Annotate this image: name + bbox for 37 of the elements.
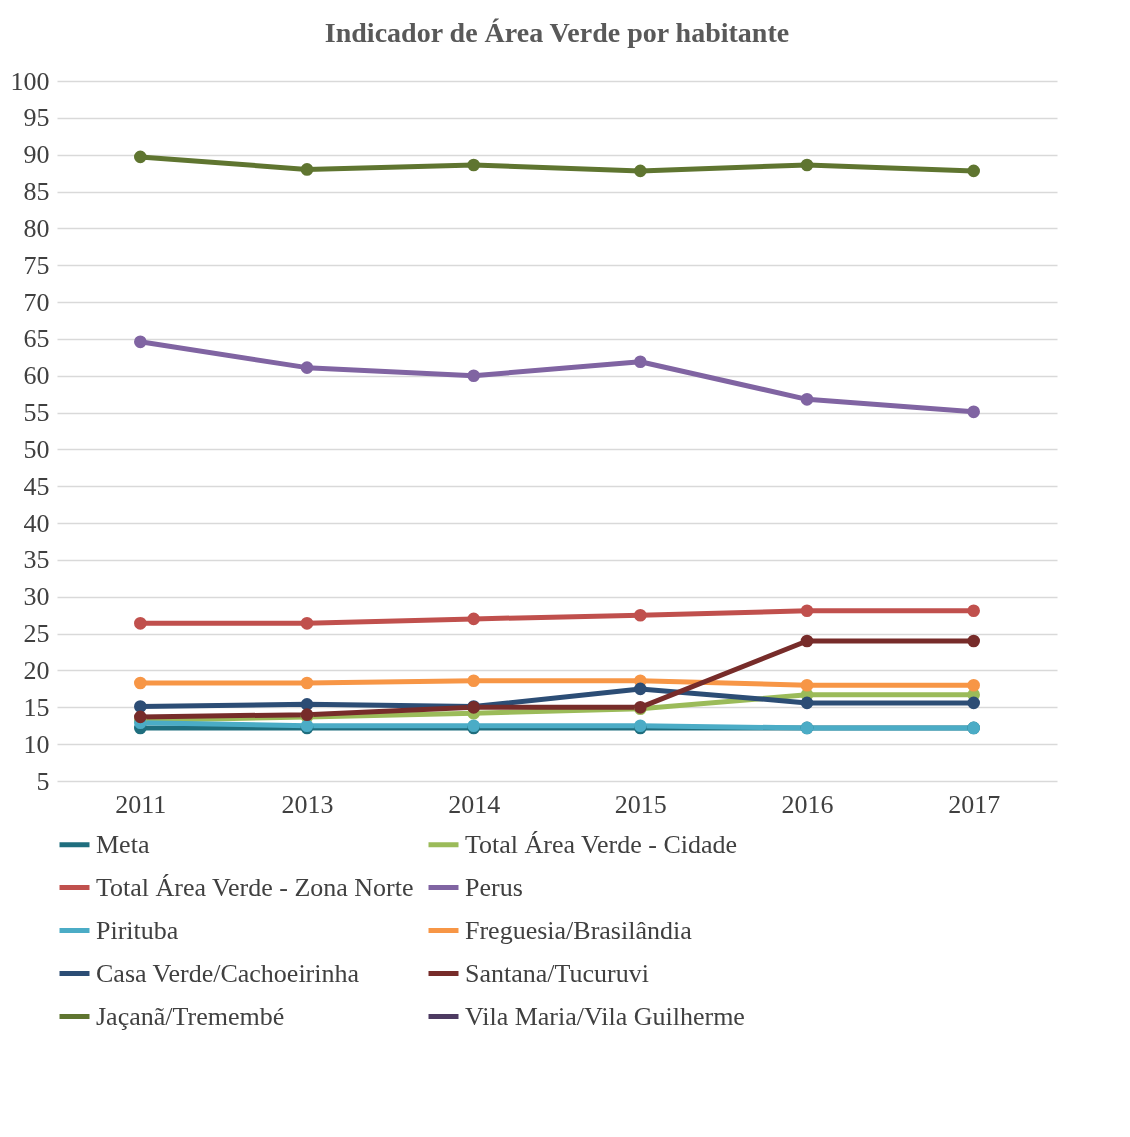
y-tick-label: 5 xyxy=(36,766,50,796)
y-tick-label: 15 xyxy=(23,692,50,722)
y-tick-label: 20 xyxy=(23,655,50,685)
x-tick-label: 2014 xyxy=(448,789,501,819)
legend-label: Casa Verde/Cachoeirinha xyxy=(96,958,360,988)
x-tick-label: 2016 xyxy=(781,789,834,819)
y-tick-label: 45 xyxy=(23,471,50,501)
y-tick-label: 70 xyxy=(23,287,50,317)
y-tick-label: 30 xyxy=(23,582,50,612)
x-tick-label: 2013 xyxy=(281,789,334,819)
chart-title: Indicador de Área Verde por habitante xyxy=(324,17,790,48)
legend-label: Pirituba xyxy=(96,915,179,945)
y-tick-label: 85 xyxy=(23,177,50,207)
legend-label: Vila Maria/Vila Guilherme xyxy=(465,1001,745,1031)
y-tick-label: 80 xyxy=(23,213,50,243)
x-tick-label: 2011 xyxy=(115,789,167,819)
legend-label: Santana/Tucuruvi xyxy=(465,958,649,988)
legend-label: Meta xyxy=(96,829,150,859)
legend-label: Total Área Verde - Zona Norte xyxy=(96,872,414,902)
y-tick-label: 35 xyxy=(23,545,50,575)
y-tick-label: 65 xyxy=(23,324,50,354)
y-tick-label: 50 xyxy=(23,434,50,464)
y-tick-label: 100 xyxy=(10,66,50,96)
legend-label: Total Área Verde - Cidade xyxy=(465,829,738,859)
legend-label: Jaçanã/Tremembé xyxy=(96,1001,285,1031)
y-tick-label: 55 xyxy=(23,398,50,428)
y-tick-label: 10 xyxy=(23,729,50,759)
y-tick-label: 60 xyxy=(23,361,50,391)
y-tick-label: 25 xyxy=(23,619,50,649)
legend-label: Perus xyxy=(465,872,523,902)
y-tick-label: 40 xyxy=(23,508,50,538)
y-tick-label: 90 xyxy=(23,140,50,170)
y-tick-label: 75 xyxy=(23,250,50,280)
x-tick-label: 2017 xyxy=(948,789,1001,819)
y-tick-label: 95 xyxy=(23,103,50,133)
legend-label: Freguesia/Brasilândia xyxy=(465,915,693,945)
x-tick-label: 2015 xyxy=(614,789,667,819)
